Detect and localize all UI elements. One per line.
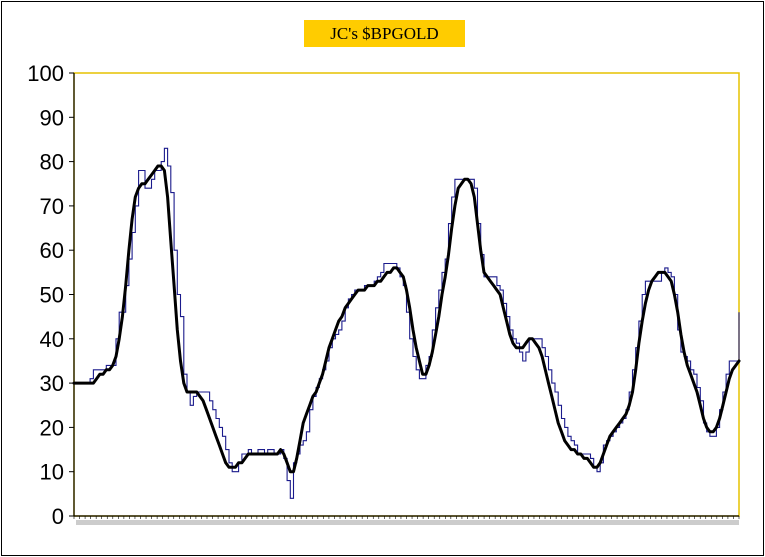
- y-tick-label: 20: [40, 415, 64, 440]
- x-axis-ticks: [73, 516, 740, 525]
- y-tick-label: 60: [40, 238, 64, 263]
- chart-title: JC's $BPGOLD: [330, 24, 439, 43]
- series-layer: [72, 147, 741, 499]
- x-tick-label-band: [76, 520, 739, 525]
- y-tick-label: 30: [40, 371, 64, 396]
- y-tick-label: 0: [52, 504, 64, 529]
- y-tick-label: 50: [40, 283, 64, 308]
- chart-title-box: JC's $BPGOLD: [304, 20, 465, 47]
- y-axis-ticks: 0 10 20 30 40 50 60 70 80 90 100: [27, 61, 74, 529]
- y-tick-label: 40: [40, 327, 64, 352]
- y-tick-label: 10: [40, 460, 64, 485]
- y-tick-label: 90: [40, 105, 64, 130]
- y-tick-label: 80: [40, 150, 64, 175]
- y-tick-label: 70: [40, 194, 64, 219]
- smoothed-series-line: [72, 164, 741, 474]
- y-tick-label: 100: [27, 61, 64, 86]
